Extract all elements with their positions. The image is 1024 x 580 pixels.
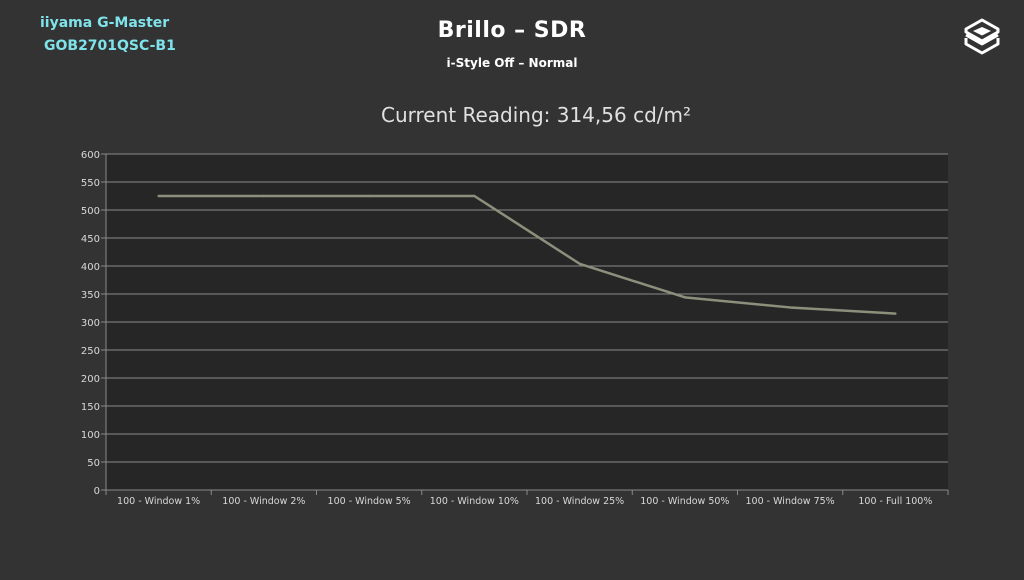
data-point — [683, 296, 687, 299]
y-tick-label: 350 — [81, 290, 100, 301]
data-point — [788, 306, 792, 309]
page-subtitle: i-Style Off – Normal — [446, 56, 578, 70]
data-point — [262, 194, 266, 198]
x-tick-label: 100 - Window 50% — [640, 496, 729, 507]
x-tick-label: 100 - Window 5% — [328, 496, 411, 507]
x-tick-label: 100 - Window 25% — [535, 496, 624, 507]
brand-line-2: GOB2701QSC-B1 — [44, 38, 176, 54]
brand-line-1: iiyama G-Master — [40, 15, 170, 31]
y-tick-label: 100 — [81, 430, 100, 441]
y-tick-label: 50 — [87, 458, 100, 469]
y-tick-label: 600 — [81, 150, 100, 161]
x-tick-label: 100 - Window 2% — [222, 496, 305, 507]
data-point — [367, 194, 371, 198]
y-tick-label: 400 — [81, 262, 100, 273]
y-tick-label: 450 — [81, 234, 100, 245]
brand-label: iiyama G-Master GOB2701QSC-B1 — [40, 12, 176, 58]
chart-title: Current Reading: 314,56 cd/m² — [381, 103, 691, 127]
y-tick-label: 150 — [81, 402, 100, 413]
y-tick-label: 550 — [81, 178, 100, 189]
x-tick-label: 100 - Window 1% — [117, 496, 200, 507]
y-tick-label: 300 — [81, 318, 100, 329]
data-point — [894, 312, 897, 315]
layered-hexagon-logo-icon — [964, 18, 1000, 55]
x-tick-label: 100 - Full 100% — [858, 496, 932, 507]
page-title: Brillo – SDR — [437, 18, 587, 43]
y-tick-label: 200 — [81, 374, 100, 385]
data-point — [473, 194, 476, 198]
data-point — [578, 262, 581, 265]
series-line — [158, 194, 896, 315]
y-tick-label: 500 — [81, 206, 100, 217]
x-tick-label: 100 - Window 75% — [746, 496, 835, 507]
x-tick-label: 100 - Window 10% — [430, 496, 519, 507]
data-point — [157, 194, 160, 198]
y-tick-label: 0 — [94, 486, 100, 497]
y-tick-label: 250 — [81, 346, 100, 357]
